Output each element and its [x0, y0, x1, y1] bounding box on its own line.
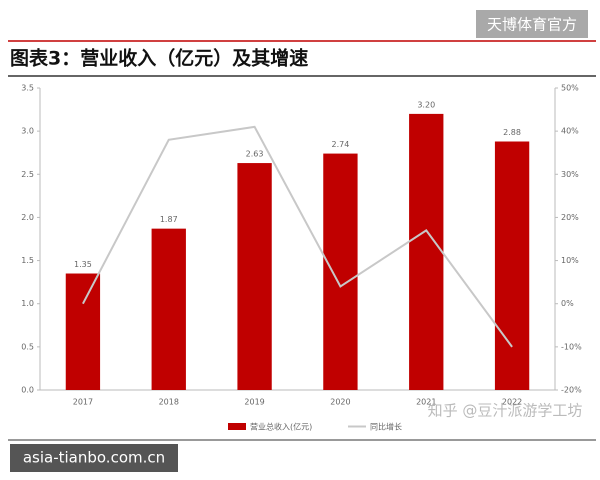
data-label: 2.74 — [332, 140, 350, 149]
x-tick-label: 2017 — [73, 398, 93, 407]
data-label: 1.35 — [74, 260, 92, 269]
tick-label: -10% — [561, 342, 582, 351]
tick-label: 3.0 — [21, 127, 34, 136]
watermark: 天博体育官方 — [487, 16, 577, 34]
watermark-box — [10, 444, 178, 472]
bar — [409, 113, 444, 390]
data-label: 2.63 — [246, 150, 264, 159]
data-label: 1.87 — [160, 215, 178, 224]
tick-label: 2.0 — [21, 213, 34, 222]
x-tick-label: 2020 — [330, 398, 350, 407]
tick-label: 2.5 — [21, 170, 34, 179]
tick-label: 0.5 — [21, 342, 34, 351]
tick-label: 10% — [561, 256, 579, 265]
tick-label: 1.0 — [21, 299, 34, 308]
x-tick-label: 2022 — [502, 398, 522, 407]
tick-label: 40% — [561, 127, 579, 136]
tick-label: -20% — [561, 386, 582, 395]
tick-label: 0.0 — [21, 386, 34, 395]
legend-label: 同比增长 — [370, 422, 402, 432]
watermark: asia-tianbo.com.cn — [23, 449, 165, 467]
bar — [237, 163, 272, 390]
legend-swatch — [228, 423, 246, 430]
data-label: 3.20 — [417, 100, 435, 109]
tick-label: 1.5 — [21, 256, 34, 265]
bar — [65, 273, 101, 390]
legend-label: 营业总收入(亿元) — [250, 422, 312, 432]
tick-label: 3.5 — [21, 84, 34, 93]
x-tick-label: 2019 — [244, 398, 264, 407]
tick-label: 20% — [561, 213, 579, 222]
line — [82, 125, 513, 348]
x-tick-label: 2021 — [416, 398, 436, 407]
watermark: 知乎 @豆汁派游学工坊 — [428, 402, 583, 420]
chart-title: 图表3：营业收入（亿元）及其增速 — [10, 47, 308, 70]
watermark-box — [476, 10, 588, 38]
tick-label: 0% — [561, 299, 574, 308]
bar — [151, 228, 186, 390]
bar — [323, 153, 358, 390]
data-label: 2.88 — [503, 128, 521, 137]
tick-label: 30% — [561, 170, 579, 179]
bar — [494, 141, 530, 390]
tick-label: 50% — [561, 84, 579, 93]
x-tick-label: 2018 — [159, 398, 179, 407]
